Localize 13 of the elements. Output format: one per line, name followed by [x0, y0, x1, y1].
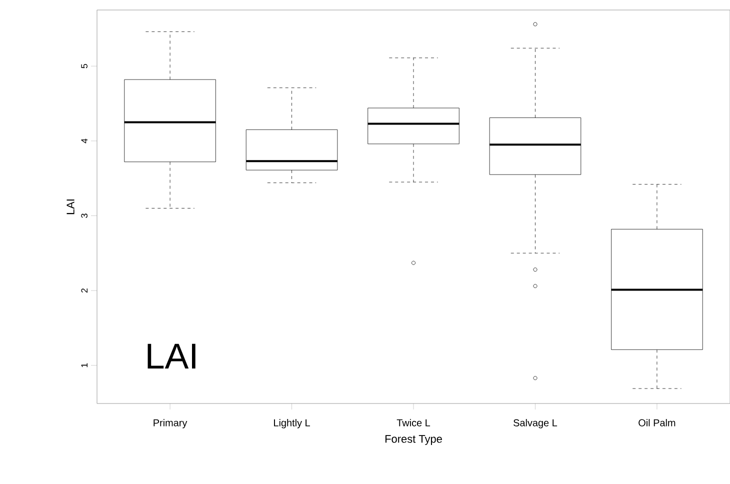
x-tick-label: Twice L — [396, 419, 430, 426]
x-tick-label: Primary — [154, 419, 188, 428]
x-tick-label: Salvage L — [514, 419, 558, 428]
y-tick-label: 4 — [81, 138, 88, 144]
y-tick-label: 3 — [81, 214, 88, 218]
x-tick-label: Oil Palm — [638, 419, 676, 426]
x-tick-label: Lightly L — [274, 419, 310, 428]
x-axis-title: Forest Type — [385, 435, 442, 445]
y-tick-label: 5 — [81, 64, 88, 68]
annotation: LAI — [148, 344, 196, 368]
y-tick-label: 2 — [81, 288, 88, 293]
y-tick-label: 1 — [81, 363, 88, 368]
y-axis-title: LAI — [66, 200, 74, 214]
